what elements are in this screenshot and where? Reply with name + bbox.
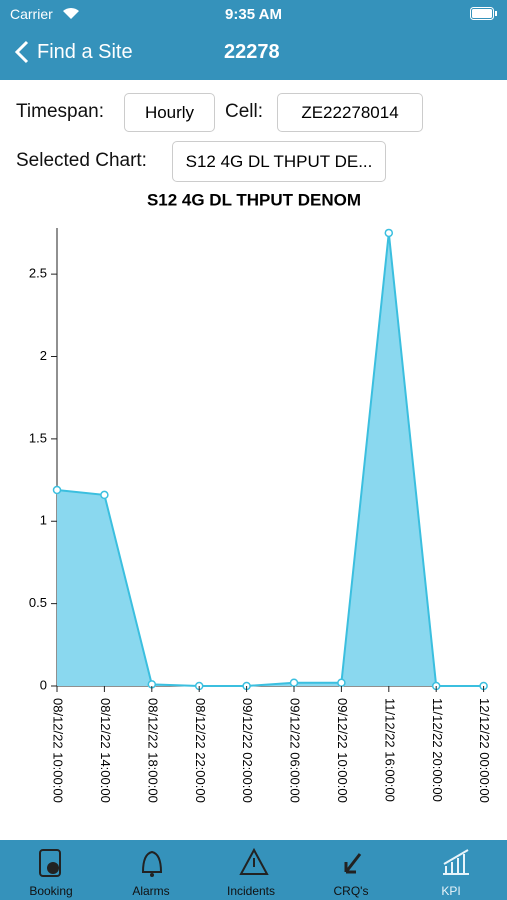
x-tick-label: 11/12/22 16:00:00 [382, 698, 397, 802]
x-tick-label: 11/12/22 20:00:00 [430, 698, 445, 802]
y-tick-label: 0 [40, 677, 47, 692]
y-tick-label: 2 [40, 348, 47, 363]
site-title: 22278 [224, 41, 280, 63]
data-point [100, 490, 109, 500]
y-tick-label: 1.5 [29, 430, 47, 445]
x-tick-label: 12/12/22 00:00:00 [477, 698, 492, 803]
chart: S12 4G DL THPUT DENOM 0 0.5 1 1.5 2 2.5 08/12/… [29, 190, 492, 803]
chart-title: S12 4G DL THPUT DENOM [147, 190, 361, 209]
data-point [337, 678, 346, 687]
x-tick-label: 08/12/22 18:00:00 [145, 698, 160, 803]
chart-label: Selected Chart: [16, 150, 147, 171]
carrier: Carrier [10, 6, 53, 22]
x-tick-label: 08/12/22 22:00:00 [193, 698, 208, 803]
battery-icon [470, 7, 497, 20]
chart-button[interactable]: S12 4G DL THPUT DE... [172, 141, 386, 182]
area-fill [57, 232, 484, 686]
timespan-label: Timespan: [16, 101, 104, 122]
x-tick-label: 08/12/22 14:00:00 [98, 698, 113, 803]
tab[interactable]: KPI [441, 884, 461, 898]
cell-label: Cell: [225, 101, 264, 122]
wifi-icon [63, 7, 79, 19]
timespan-button[interactable]: Hourly [124, 93, 215, 132]
header: Carrier 9:35 AM Find a Site 22278 [0, 0, 507, 80]
tab-bar: Booking Alarms Incidents CRQ's KPI [0, 840, 507, 900]
tab[interactable]: Alarms [132, 884, 170, 898]
y-tick-label: 1 [40, 513, 47, 528]
time: 9:35 AM [225, 6, 282, 23]
data-point [52, 485, 62, 495]
tab[interactable]: Incidents [226, 884, 276, 898]
x-tick-label: 09/12/22 06:00:00 [288, 698, 303, 803]
x-tick-label: 09/12/22 02:00:00 [240, 698, 255, 803]
x-tick-label: 09/12/22 10:00:00 [335, 698, 350, 803]
back-arrow[interactable] [14, 40, 30, 64]
tab[interactable]: Booking [29, 884, 73, 898]
x-tick-label: 08/12/22 10:00:00 [51, 698, 66, 803]
data-point [384, 228, 394, 238]
y-tick-label: 0.5 [29, 595, 47, 610]
cell-button[interactable]: ZE22278014 [277, 93, 423, 132]
tab-icons [39, 847, 469, 877]
data-point [289, 678, 299, 687]
back-button[interactable]: Find a Site [37, 41, 133, 63]
y-tick-label: 2.5 [29, 266, 47, 281]
tab[interactable]: CRQ's [333, 884, 369, 898]
area-line [56, 232, 484, 687]
